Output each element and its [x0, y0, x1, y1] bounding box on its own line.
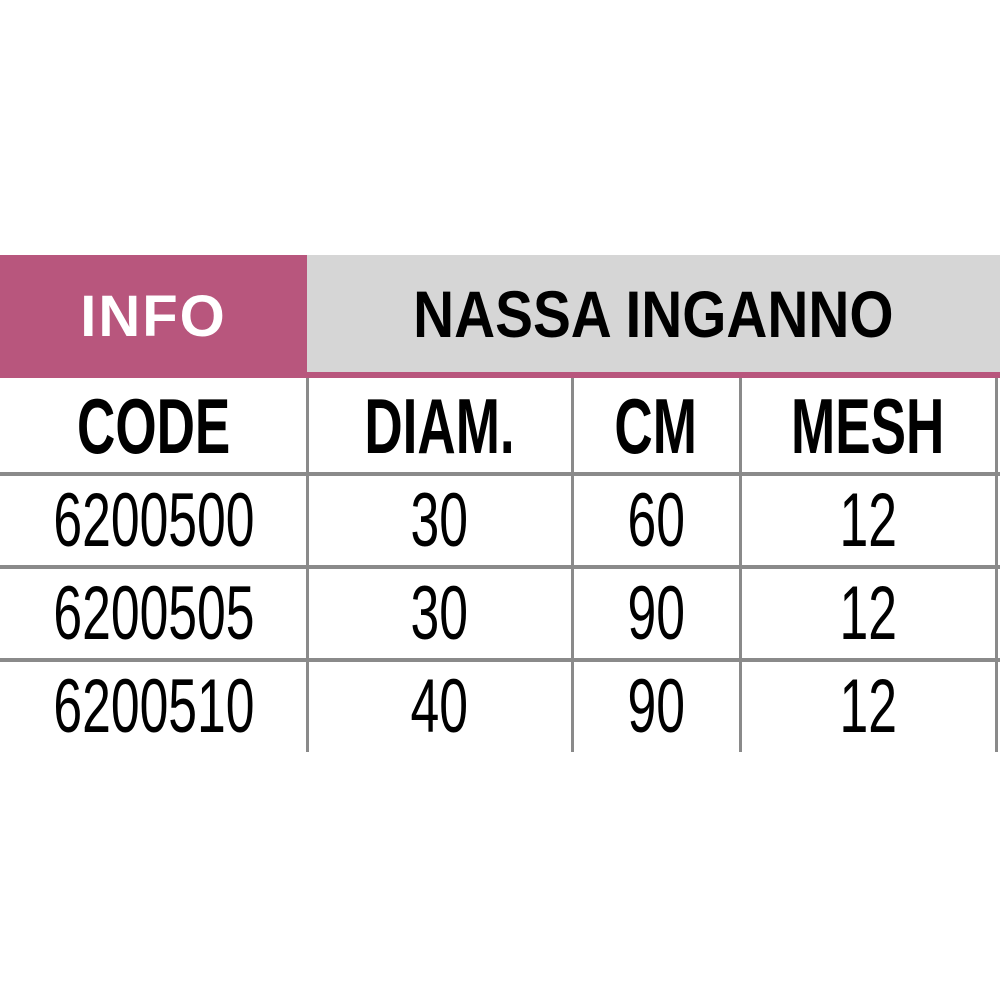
- table-cell-text: 90: [627, 571, 685, 656]
- info-label: INFO: [80, 284, 227, 349]
- table-cell-text: 12: [839, 663, 897, 749]
- column-header-text: CODE: [76, 381, 231, 470]
- column-header: MESH: [740, 378, 996, 474]
- column-header: CODE: [0, 378, 307, 474]
- table-cell: 40: [307, 660, 572, 752]
- column-header: CM: [572, 378, 740, 474]
- table-cell-text: 60: [627, 478, 685, 563]
- table-cell-text: 30: [410, 571, 469, 656]
- table-cell-text: 12: [839, 478, 897, 563]
- table-cell-text: 12: [839, 571, 897, 656]
- row-divider: [0, 658, 1000, 662]
- row-divider: [0, 472, 1000, 476]
- table-cell-text: 6200505: [52, 571, 255, 656]
- column-header: DIAM.: [307, 378, 572, 474]
- row-divider: [0, 565, 1000, 569]
- table-cell: 6200505: [0, 567, 307, 660]
- table-cell: 12: [740, 474, 996, 567]
- title-background: [307, 255, 1000, 372]
- table-cell: 90: [572, 660, 740, 752]
- table-cell: 90: [572, 567, 740, 660]
- table-cell: 6200510: [0, 660, 307, 752]
- column-header-text: DIAM.: [364, 381, 515, 470]
- table-cell: 12: [740, 660, 996, 752]
- table-cell-text: 30: [410, 478, 469, 563]
- table-cell: 30: [307, 474, 572, 567]
- table-cell: 30: [307, 567, 572, 660]
- table-cell: 60: [572, 474, 740, 567]
- table-cell-text: 90: [627, 663, 685, 749]
- table-cell: 6200500: [0, 474, 307, 567]
- table-cell: 12: [740, 567, 996, 660]
- column-header-text: MESH: [791, 381, 945, 470]
- product-title-text: NASSA INGANNO: [413, 276, 894, 351]
- column-header-text: CM: [614, 381, 698, 470]
- table-cell-text: 40: [410, 663, 469, 749]
- table-cell-text: 6200500: [52, 478, 255, 563]
- table-cell-text: 6200510: [52, 663, 255, 749]
- product-title: NASSA INGANNO: [307, 255, 1000, 372]
